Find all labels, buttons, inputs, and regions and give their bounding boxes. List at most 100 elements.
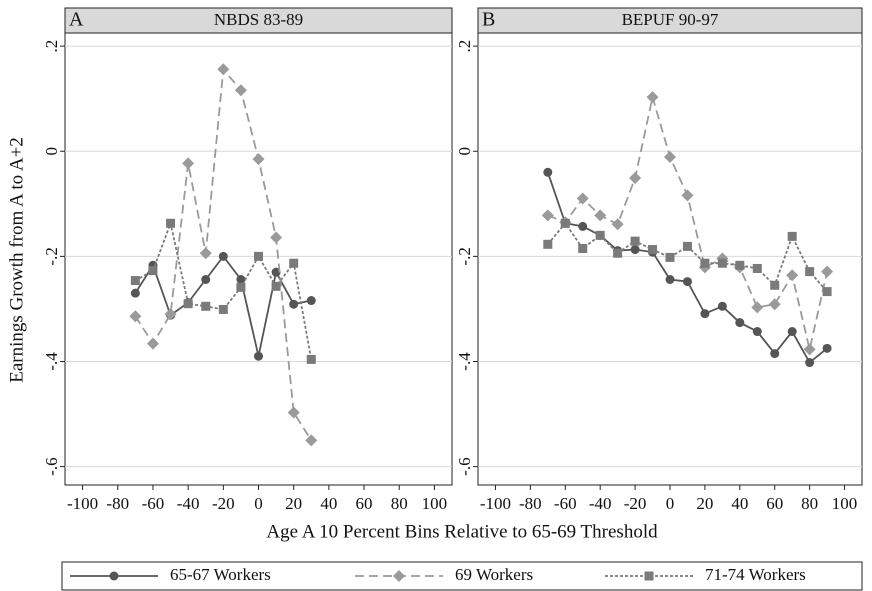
- marker-square: [700, 258, 710, 268]
- panel-letter: A: [69, 9, 84, 31]
- y-tick-label: -.2: [455, 247, 474, 265]
- x-tick-label: 100: [832, 494, 858, 513]
- x-tick-label: 40: [731, 494, 748, 513]
- panel-header: [477, 7, 863, 34]
- x-tick-label: -80: [519, 494, 542, 513]
- x-axis-label: Age A 10 Percent Bins Relative to 65-69 …: [266, 521, 658, 542]
- marker-square: [130, 276, 140, 286]
- marker-diamond: [576, 192, 589, 205]
- y-tick-label: -.4: [42, 352, 61, 371]
- marker-circle: [717, 301, 727, 311]
- marker-circle: [218, 251, 228, 261]
- x-tick-label: 20: [696, 494, 713, 513]
- y-tick-label: -.4: [455, 352, 474, 371]
- y-tick-label: -.6: [42, 457, 61, 475]
- marker-diamond: [182, 157, 195, 170]
- marker-circle: [665, 274, 675, 284]
- marker-diamond: [611, 218, 624, 231]
- marker-diamond: [664, 151, 676, 164]
- y-tick-label: .2: [455, 40, 474, 53]
- marker-diamond: [146, 337, 159, 350]
- marker-diamond: [541, 209, 554, 222]
- x-tick-label: -100: [67, 494, 98, 513]
- x-tick-label: -100: [480, 494, 511, 513]
- x-tick-label: 80: [801, 494, 818, 513]
- x-tick-label: -40: [589, 494, 612, 513]
- marker-square: [595, 230, 605, 240]
- marker-circle: [543, 167, 553, 177]
- x-tick-label: -40: [177, 494, 200, 513]
- marker-square: [166, 218, 176, 228]
- marker-diamond: [594, 209, 607, 222]
- marker-square: [752, 263, 762, 273]
- legend-label: 69 Workers: [455, 565, 533, 584]
- y-tick-label: -.6: [455, 457, 474, 475]
- marker-diamond: [164, 308, 177, 321]
- marker-square: [236, 282, 246, 292]
- marker-circle: [289, 299, 299, 309]
- marker-diamond: [287, 406, 300, 419]
- marker-square: [735, 260, 745, 270]
- marker-circle: [201, 274, 211, 284]
- marker-square: [787, 231, 797, 241]
- marker-circle: [770, 349, 780, 359]
- marker-square: [148, 266, 158, 276]
- panel-letter: B: [482, 9, 495, 31]
- x-tick-label: 80: [391, 494, 408, 513]
- marker-circle: [271, 267, 281, 277]
- marker-diamond: [270, 231, 283, 244]
- marker-square: [578, 243, 588, 253]
- x-tick-label: -60: [554, 494, 577, 513]
- marker-square: [822, 287, 832, 297]
- panel-title: BEPUF 90-97: [622, 10, 719, 29]
- marker-diamond: [821, 265, 834, 278]
- marker-circle: [787, 327, 797, 337]
- marker-diamond: [786, 269, 799, 282]
- x-tick-label: 60: [766, 494, 783, 513]
- panel-header: [64, 7, 453, 34]
- marker-circle: [805, 358, 815, 368]
- marker-circle: [254, 351, 263, 361]
- legend-marker: [109, 571, 119, 581]
- y-tick-label: -.2: [42, 247, 61, 265]
- legend-label: 65-67 Workers: [170, 565, 271, 584]
- marker-circle: [735, 318, 745, 328]
- x-tick-label: -60: [142, 494, 165, 513]
- marker-circle: [578, 221, 588, 231]
- marker-square: [543, 239, 553, 249]
- x-tick-label: -20: [624, 494, 647, 513]
- marker-square: [717, 258, 727, 268]
- marker-diamond: [751, 301, 764, 314]
- x-tick-label: 0: [666, 494, 675, 513]
- marker-diamond: [217, 63, 230, 76]
- marker-square: [682, 241, 692, 251]
- marker-circle: [822, 343, 832, 353]
- marker-square: [183, 299, 193, 309]
- x-tick-label: -20: [212, 494, 235, 513]
- marker-diamond: [252, 153, 265, 166]
- marker-diamond: [629, 172, 642, 185]
- marker-square: [648, 245, 658, 255]
- legend-label: 71-74 Workers: [705, 565, 806, 584]
- legend-marker: [644, 571, 654, 581]
- x-tick-label: 20: [285, 494, 302, 513]
- panel-title: NBDS 83-89: [214, 10, 303, 29]
- marker-square: [306, 354, 316, 364]
- marker-square: [271, 281, 281, 291]
- x-tick-label: 40: [320, 494, 337, 513]
- marker-square: [805, 267, 815, 277]
- marker-diamond: [646, 91, 659, 104]
- marker-diamond: [681, 189, 694, 202]
- marker-diamond: [129, 310, 142, 323]
- marker-square: [665, 252, 675, 262]
- legend-marker: [393, 570, 405, 582]
- y-tick-label: .2: [42, 40, 61, 53]
- marker-circle: [700, 309, 710, 319]
- marker-square: [201, 301, 211, 311]
- x-tick-label: 0: [254, 494, 263, 513]
- marker-circle: [130, 288, 140, 298]
- x-tick-label: 60: [356, 494, 373, 513]
- marker-diamond: [803, 343, 816, 356]
- series-line: [134, 220, 313, 360]
